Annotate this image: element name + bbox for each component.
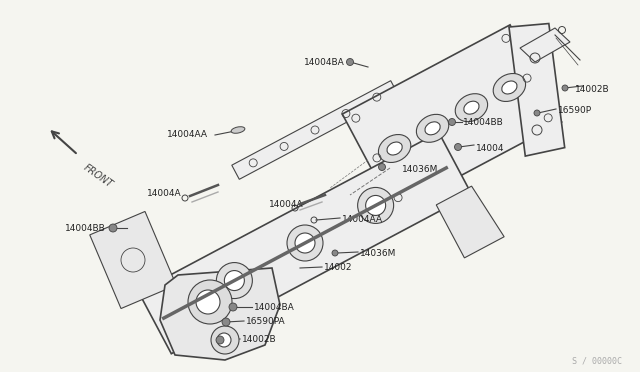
Ellipse shape bbox=[222, 318, 230, 326]
Ellipse shape bbox=[455, 94, 488, 122]
Ellipse shape bbox=[562, 85, 568, 91]
Polygon shape bbox=[509, 23, 564, 156]
Text: 14004BB: 14004BB bbox=[65, 224, 106, 232]
Text: 14036M: 14036M bbox=[360, 248, 396, 257]
Text: 16590P: 16590P bbox=[558, 106, 592, 115]
Text: 14004AA: 14004AA bbox=[342, 215, 383, 224]
Ellipse shape bbox=[387, 142, 402, 155]
Text: 16590PA: 16590PA bbox=[246, 317, 285, 327]
Text: 14004A: 14004A bbox=[269, 199, 304, 208]
Ellipse shape bbox=[287, 225, 323, 261]
Ellipse shape bbox=[188, 280, 232, 324]
Polygon shape bbox=[90, 211, 176, 308]
Text: 14004BA: 14004BA bbox=[254, 302, 295, 311]
Ellipse shape bbox=[217, 333, 231, 347]
Ellipse shape bbox=[449, 119, 456, 125]
Polygon shape bbox=[342, 25, 562, 211]
Text: 14004BA: 14004BA bbox=[304, 58, 345, 67]
Polygon shape bbox=[232, 81, 398, 179]
Text: 14002B: 14002B bbox=[242, 336, 276, 344]
Ellipse shape bbox=[196, 290, 220, 314]
Polygon shape bbox=[160, 268, 280, 360]
Polygon shape bbox=[436, 186, 504, 258]
Ellipse shape bbox=[464, 101, 479, 114]
Ellipse shape bbox=[216, 336, 224, 344]
Text: 14002B: 14002B bbox=[575, 84, 610, 93]
Text: 14004: 14004 bbox=[476, 144, 504, 153]
Ellipse shape bbox=[425, 122, 440, 135]
Ellipse shape bbox=[231, 127, 245, 133]
Ellipse shape bbox=[225, 270, 244, 291]
Ellipse shape bbox=[211, 326, 239, 354]
Ellipse shape bbox=[493, 74, 525, 102]
Ellipse shape bbox=[332, 250, 338, 256]
Ellipse shape bbox=[346, 58, 353, 65]
Ellipse shape bbox=[216, 263, 252, 299]
Text: 14004A: 14004A bbox=[147, 189, 182, 198]
Ellipse shape bbox=[109, 224, 117, 232]
Ellipse shape bbox=[534, 110, 540, 116]
Text: 14004BB: 14004BB bbox=[463, 118, 504, 126]
Ellipse shape bbox=[378, 164, 385, 170]
Text: FRONT: FRONT bbox=[82, 162, 115, 189]
Text: 14036M: 14036M bbox=[402, 164, 438, 173]
Ellipse shape bbox=[358, 187, 394, 224]
Ellipse shape bbox=[378, 135, 411, 163]
Text: 14002: 14002 bbox=[324, 263, 353, 273]
Polygon shape bbox=[138, 132, 472, 354]
Ellipse shape bbox=[295, 233, 315, 253]
Ellipse shape bbox=[229, 303, 237, 311]
Ellipse shape bbox=[417, 114, 449, 142]
Text: 14004AA: 14004AA bbox=[167, 129, 208, 138]
Ellipse shape bbox=[365, 195, 386, 215]
Polygon shape bbox=[520, 28, 570, 62]
Ellipse shape bbox=[502, 81, 517, 94]
Text: S / 00000C: S / 00000C bbox=[572, 356, 622, 365]
Ellipse shape bbox=[454, 144, 461, 151]
